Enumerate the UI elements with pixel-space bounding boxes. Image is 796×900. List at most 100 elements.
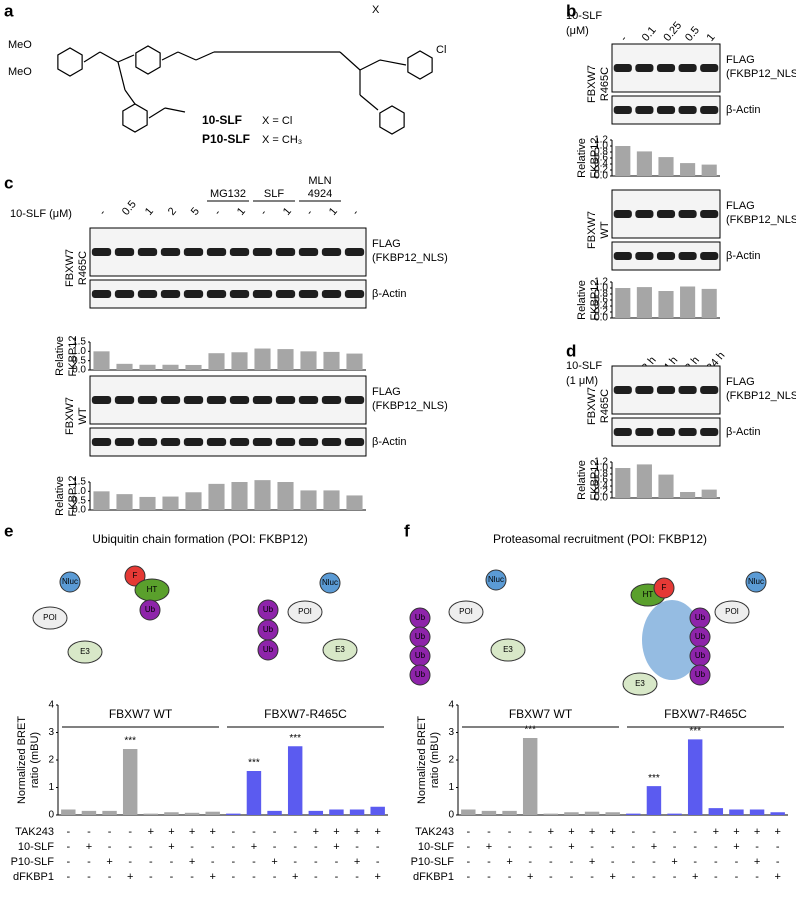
- bar: [701, 489, 717, 498]
- condition-sign: -: [714, 871, 718, 883]
- condition-name: dFKBP1: [13, 871, 54, 883]
- cell-line: R465C: [77, 251, 89, 285]
- band: [160, 290, 181, 298]
- condition-sign: +: [374, 826, 380, 838]
- cartoon-shape: [490, 638, 526, 662]
- band: [321, 438, 342, 446]
- bar: [370, 806, 385, 815]
- band: [114, 396, 135, 404]
- cartoon-shape: [32, 606, 68, 630]
- significance: ***: [689, 726, 701, 737]
- condition-sign: -: [631, 826, 635, 838]
- bar: [185, 492, 202, 510]
- band: [114, 438, 135, 446]
- y-tick-label: 0.6: [594, 153, 608, 164]
- line: [379, 59, 407, 66]
- condition-sign: -: [231, 856, 235, 868]
- band: [229, 290, 250, 298]
- band-label: FLAG: [372, 386, 401, 398]
- line: [339, 51, 361, 71]
- bar: [231, 352, 248, 370]
- condition-sign: -: [508, 841, 512, 853]
- inhibitor: SLF: [264, 188, 284, 200]
- bar: [81, 810, 97, 815]
- ring: [135, 45, 161, 75]
- condition-sign: -: [631, 841, 635, 853]
- condition-sign: -: [466, 826, 470, 838]
- condition-sign: -: [611, 841, 615, 853]
- lane-label: 1: [143, 205, 156, 217]
- band-label: β-Actin: [372, 436, 406, 448]
- y-tick-label: 0.4: [594, 159, 608, 170]
- lane-label: 0.1: [640, 24, 659, 43]
- band: [344, 438, 365, 446]
- condition-sign: +: [589, 856, 595, 868]
- condition-sign: -: [466, 841, 470, 853]
- bar: [680, 286, 696, 318]
- bar: [701, 164, 717, 176]
- bar: [184, 812, 200, 815]
- band: [635, 64, 654, 72]
- condition-sign: -: [66, 826, 70, 838]
- bar: [770, 812, 785, 815]
- treatment: 10-SLF: [566, 360, 602, 372]
- condition-sign: -: [755, 841, 759, 853]
- band: [137, 248, 158, 256]
- cartoon-shape: [67, 640, 103, 664]
- band: [137, 396, 158, 404]
- bar: [116, 494, 133, 510]
- bar: [254, 480, 271, 510]
- band-label: (FKBP12_NLS): [372, 252, 448, 264]
- cartoon-label: Ub: [415, 632, 426, 641]
- bar: [143, 813, 159, 815]
- bar: [162, 364, 179, 370]
- band: [91, 248, 112, 256]
- condition-sign: -: [335, 856, 339, 868]
- band-label: FLAG: [726, 200, 755, 212]
- y-axis-label: Relative: [576, 138, 588, 178]
- y-tick-label: 0.4: [594, 481, 608, 492]
- cartoon-shape: [322, 638, 358, 662]
- condition-sign: -: [570, 856, 574, 868]
- condition-sign: -: [87, 826, 91, 838]
- bar: [626, 813, 641, 815]
- band-label: β-Actin: [726, 250, 760, 262]
- condition-sign: -: [549, 841, 553, 853]
- condition-sign: -: [487, 871, 491, 883]
- line: [117, 61, 126, 91]
- bar: [139, 364, 156, 370]
- condition-sign: +: [106, 856, 112, 868]
- condition-sign: +: [609, 826, 615, 838]
- condition-sign: +: [506, 856, 512, 868]
- cartoon-label: Nluc: [488, 575, 504, 584]
- band: [656, 64, 676, 72]
- compound: 10-SLF: [202, 113, 242, 127]
- condition-sign: -: [528, 826, 532, 838]
- y-tick-label: 0.5: [72, 355, 86, 366]
- y-axis-label: FKBP12: [67, 336, 79, 377]
- band: [252, 396, 273, 404]
- y-axis-label: FKBP12: [67, 476, 79, 517]
- significance: ***: [524, 725, 536, 736]
- blot: [89, 427, 367, 457]
- condition-sign: -: [735, 856, 739, 868]
- band: [678, 428, 697, 436]
- bar: [708, 808, 724, 815]
- bar: [254, 348, 271, 370]
- condition-name: P10-SLF: [411, 856, 455, 868]
- band: [298, 396, 319, 404]
- group-label: FBXW7 WT: [109, 707, 173, 721]
- y-tick-label: 2: [448, 755, 454, 766]
- condition-sign: +: [127, 871, 133, 883]
- condition-sign: -: [631, 871, 635, 883]
- condition-sign: -: [170, 871, 174, 883]
- condition-sign: -: [673, 841, 677, 853]
- panel-label: d: [566, 341, 576, 360]
- cartoon-label: E3: [635, 679, 645, 688]
- cell-line: FBXW7: [64, 249, 76, 287]
- condition-sign: -: [355, 871, 359, 883]
- blot: [89, 279, 367, 309]
- band-label: FLAG: [726, 376, 755, 388]
- cartoon-shape: [485, 569, 507, 591]
- panel-label: a: [4, 1, 14, 20]
